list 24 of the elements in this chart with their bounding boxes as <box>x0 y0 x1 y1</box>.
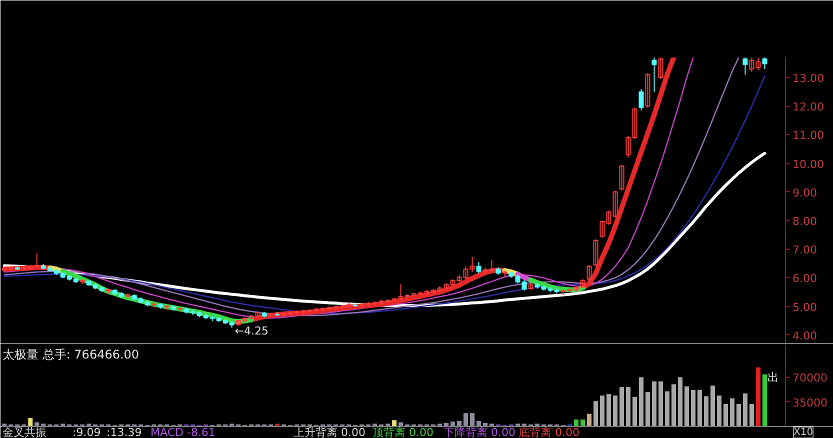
y-tick-label: 13.00 <box>792 72 824 86</box>
text: :13.39 <box>106 426 142 438</box>
text: 底背离 0.00 <box>518 426 580 438</box>
y-tick-label: 70000 <box>792 372 828 385</box>
y-tick-label: 6.00 <box>792 272 817 286</box>
text: :9.09 <box>72 426 101 438</box>
annotation: 出 <box>768 370 779 384</box>
y-tick-label: 11.00 <box>792 129 824 142</box>
text: 下降背离 0.00 <box>444 426 516 438</box>
y-tick-label: 12.00 <box>792 100 824 114</box>
chart-title: 太极量 总手: 766466.00 <box>2 348 140 362</box>
text: X10 <box>794 427 814 438</box>
text: MACD -8.61 <box>150 426 216 438</box>
y-tick-label: 35000 <box>792 396 828 410</box>
y-tick-label: 10.00 <box>792 158 824 171</box>
text: 顶背离 0.00 <box>372 426 434 438</box>
y-tick-label: 8.00 <box>792 215 817 228</box>
y-tick-label: 4.00 <box>792 329 817 342</box>
annotation: ←4.25 <box>234 324 268 338</box>
text: 上升背离 0.00 <box>294 426 366 438</box>
y-tick-label: 9.00 <box>792 186 817 200</box>
y-tick-label: 5.00 <box>792 300 817 314</box>
y-tick-label: 7.00 <box>792 244 817 257</box>
text: 金叉共振 <box>2 426 46 438</box>
